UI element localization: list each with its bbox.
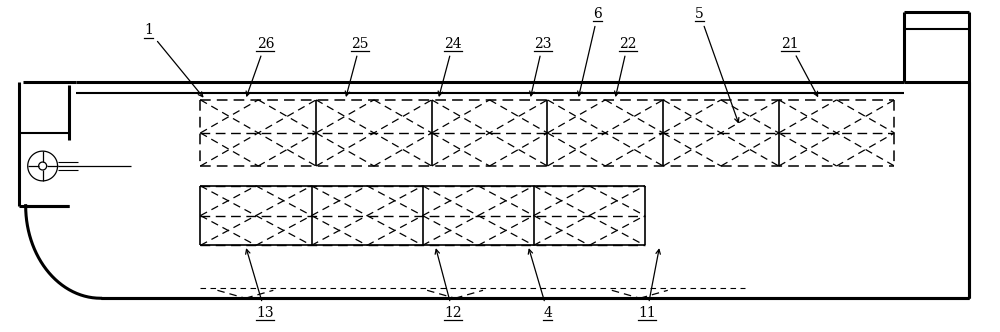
Text: 5: 5 <box>695 7 739 123</box>
Text: 21: 21 <box>781 37 818 96</box>
Text: 26: 26 <box>246 37 274 96</box>
Text: 24: 24 <box>438 37 462 96</box>
Text: 1: 1 <box>144 24 203 97</box>
Text: 12: 12 <box>435 249 462 320</box>
Text: 23: 23 <box>530 37 552 96</box>
Text: 4: 4 <box>528 249 552 320</box>
Text: 11: 11 <box>638 249 660 320</box>
Text: 13: 13 <box>246 249 274 320</box>
Text: 22: 22 <box>615 37 637 96</box>
Text: 25: 25 <box>345 37 369 96</box>
Text: 6: 6 <box>578 7 602 96</box>
